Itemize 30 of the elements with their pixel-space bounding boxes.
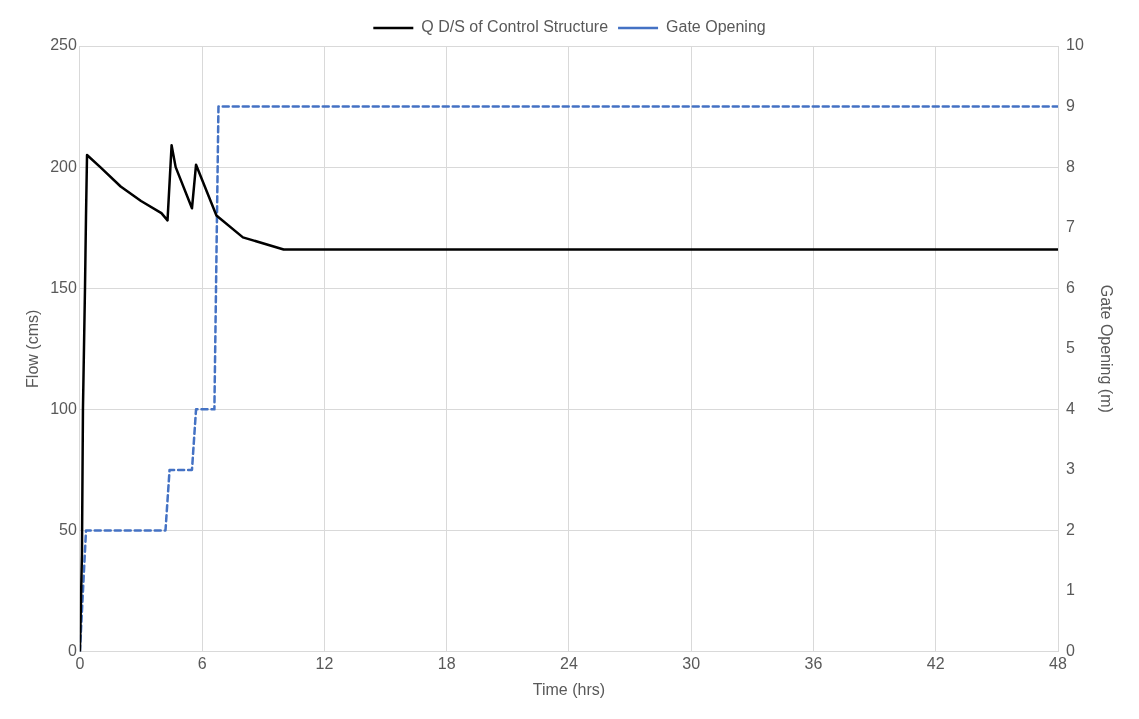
y2-tick-label: 7 — [1066, 218, 1075, 236]
y2-tick-label: 0 — [1066, 642, 1075, 660]
y-axis-title: Flow (cms) — [24, 309, 42, 388]
y2-tick-label: 9 — [1066, 96, 1075, 114]
legend-label: Gate Opening — [666, 18, 766, 36]
x-tick-label: 6 — [197, 654, 207, 672]
y-tick-label: 250 — [50, 36, 77, 54]
y-tick-label: 0 — [67, 642, 77, 660]
x-tick-label: 30 — [682, 654, 701, 672]
x-tick-label: 42 — [926, 654, 945, 672]
y2-tick-label: 3 — [1066, 460, 1075, 478]
x-tick-label: 48 — [1049, 654, 1067, 672]
x-tick-label: 12 — [315, 654, 334, 672]
y2-tick-label: 5 — [1066, 339, 1075, 357]
x-axis-title: Time (hrs) — [532, 680, 606, 698]
y-tick-label: 200 — [50, 157, 77, 175]
y2-tick-label: 1 — [1066, 581, 1075, 599]
y-tick-label: 100 — [50, 399, 77, 417]
y2-tick-label: 8 — [1066, 157, 1075, 175]
y2-axis-title: Gate Opening (m) — [1097, 284, 1115, 413]
legend-label: Q D/S of Control Structure — [421, 18, 609, 36]
x-tick-label: 36 — [804, 654, 823, 672]
y2-tick-label: 2 — [1066, 520, 1075, 538]
y-tick-label: 50 — [59, 520, 77, 538]
y2-tick-label: 6 — [1066, 278, 1075, 296]
x-tick-label: 24 — [560, 654, 578, 672]
x-tick-label: 18 — [437, 654, 456, 672]
y-tick-label: 150 — [50, 278, 77, 296]
y2-tick-label: 10 — [1066, 36, 1084, 54]
y2-tick-label: 4 — [1066, 399, 1075, 417]
